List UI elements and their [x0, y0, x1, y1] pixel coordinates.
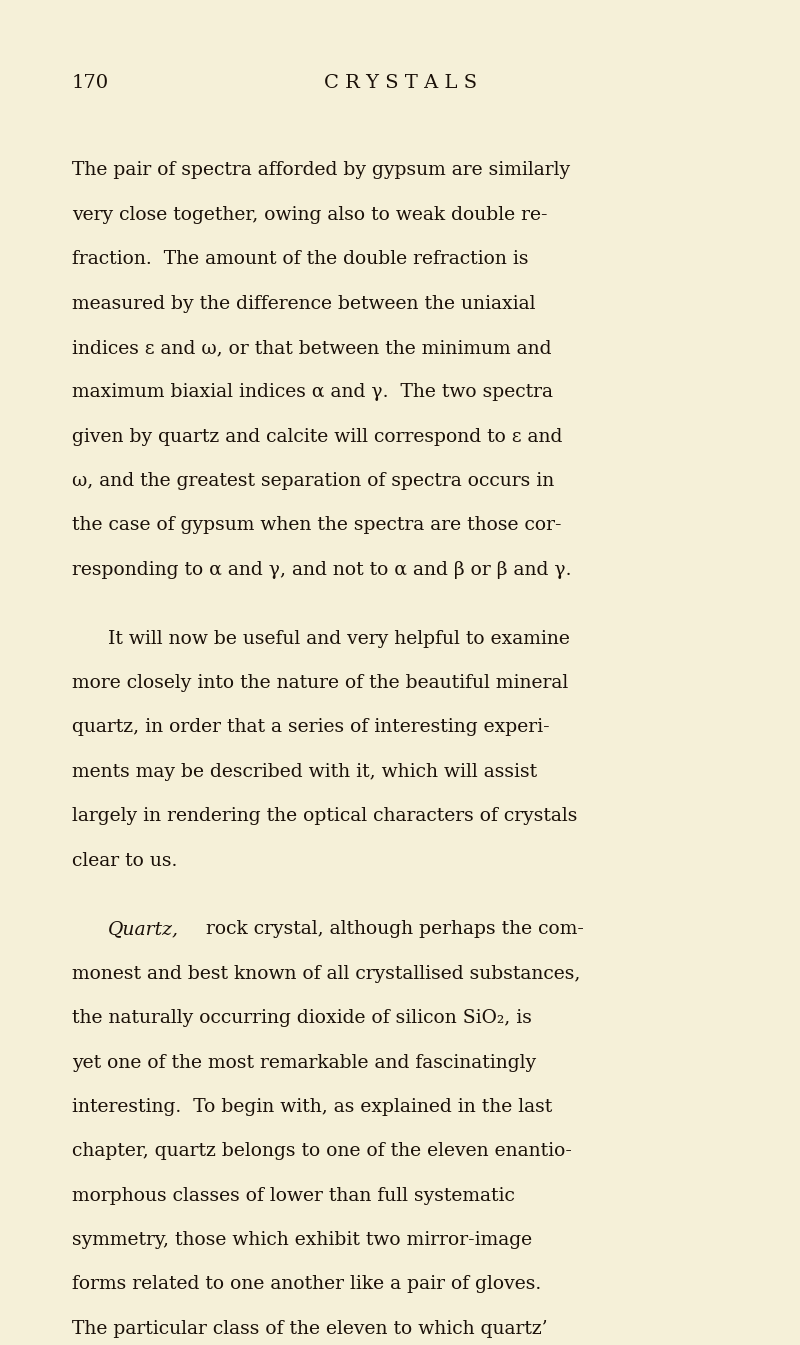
Text: quartz, in order that a series of interesting experi-: quartz, in order that a series of intere…	[72, 718, 550, 737]
Text: C R Y S T A L S: C R Y S T A L S	[323, 74, 477, 91]
Text: The pair of spectra afforded by gypsum are similarly: The pair of spectra afforded by gypsum a…	[72, 161, 570, 179]
Text: 170: 170	[72, 74, 109, 91]
Text: yet one of the most remarkable and fascinatingly: yet one of the most remarkable and fasci…	[72, 1053, 536, 1072]
Text: clear to us.: clear to us.	[72, 851, 178, 870]
Text: fraction.  The amount of the double refraction is: fraction. The amount of the double refra…	[72, 250, 529, 268]
Text: ω, and the greatest separation of spectra occurs in: ω, and the greatest separation of spectr…	[72, 472, 554, 490]
Text: symmetry, those which exhibit two mirror-image: symmetry, those which exhibit two mirror…	[72, 1231, 532, 1250]
Text: chapter, quartz belongs to one of the eleven enantio-: chapter, quartz belongs to one of the el…	[72, 1142, 572, 1161]
Text: rock crystal, although perhaps the com-: rock crystal, although perhaps the com-	[200, 920, 583, 939]
Text: It will now be useful and very helpful to examine: It will now be useful and very helpful t…	[108, 629, 570, 648]
Text: maximum biaxial indices α and γ.  The two spectra: maximum biaxial indices α and γ. The two…	[72, 383, 553, 401]
Text: the naturally occurring dioxide of silicon SiO₂, is: the naturally occurring dioxide of silic…	[72, 1009, 532, 1028]
Text: The particular class of the eleven to which quartz’: The particular class of the eleven to wh…	[72, 1319, 548, 1338]
Text: the case of gypsum when the spectra are those cor-: the case of gypsum when the spectra are …	[72, 516, 562, 534]
Text: Quartz,: Quartz,	[108, 920, 179, 939]
Text: forms related to one another like a pair of gloves.: forms related to one another like a pair…	[72, 1275, 542, 1294]
Text: indices ε and ω, or that between the minimum and: indices ε and ω, or that between the min…	[72, 339, 551, 356]
Text: given by quartz and calcite will correspond to ε and: given by quartz and calcite will corresp…	[72, 428, 562, 445]
Text: largely in rendering the optical characters of crystals: largely in rendering the optical charact…	[72, 807, 578, 826]
Text: responding to α and γ, and not to α and β or β and γ.: responding to α and γ, and not to α and …	[72, 561, 571, 578]
Text: morphous classes of lower than full systematic: morphous classes of lower than full syst…	[72, 1186, 515, 1205]
Text: ments may be described with it, which will assist: ments may be described with it, which wi…	[72, 763, 537, 781]
Text: more closely into the nature of the beautiful mineral: more closely into the nature of the beau…	[72, 674, 568, 693]
Text: interesting.  To begin with, as explained in the last: interesting. To begin with, as explained…	[72, 1098, 552, 1116]
Text: very close together, owing also to weak double re-: very close together, owing also to weak …	[72, 206, 547, 223]
Text: measured by the difference between the uniaxial: measured by the difference between the u…	[72, 295, 535, 312]
Text: monest and best known of all crystallised substances,: monest and best known of all crystallise…	[72, 964, 580, 983]
